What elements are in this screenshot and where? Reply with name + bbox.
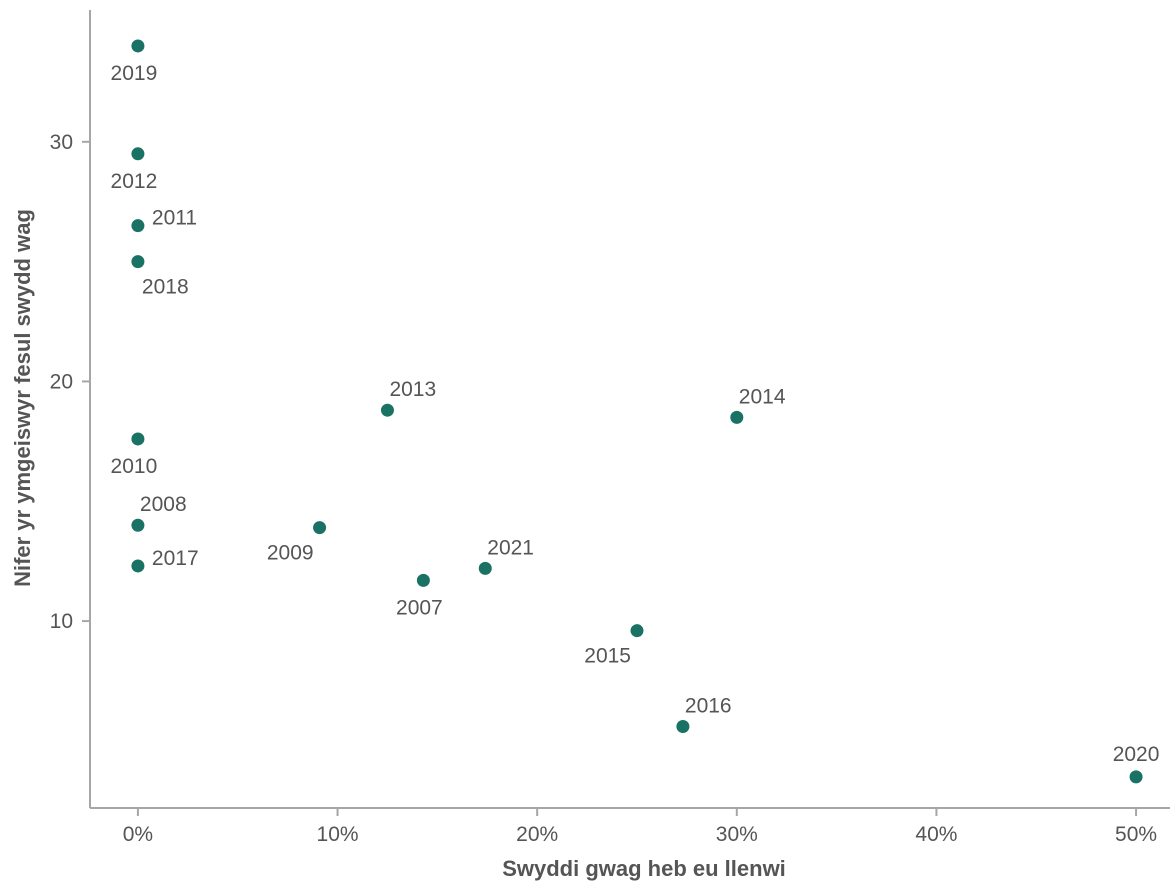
data-point-label-2014: 2014 [739,385,786,408]
x-axis-ticks: 0% 10% 20% 30% 40% 50% [123,808,1157,846]
data-point-2007 [416,573,430,587]
data-point-label-2011: 2011 [152,207,197,230]
data-point-label-2021: 2021 [487,536,534,559]
data-point-label-2017: 2017 [152,547,199,570]
data-point-2010 [131,432,145,446]
data-point-label-2016: 2016 [685,695,732,718]
data-point-label-2020: 2020 [1113,743,1160,766]
data-point-2014 [730,410,744,424]
data-points [131,39,1143,784]
y-tick-label: 20 [50,370,73,393]
data-point-2015 [630,624,644,638]
x-axis-title: Swyddi gwag heb eu llenwi [502,856,786,881]
data-point-label-2008: 2008 [140,493,187,516]
x-tick-label: 40% [915,823,957,846]
data-point-label-2015: 2015 [584,645,631,668]
data-point-2020 [1129,770,1143,784]
data-point-labels: 2007 2008 2009 2010 2011 2012 2013 2014 2015 2016… [111,62,1160,766]
data-point-2021 [478,561,492,575]
data-point-label-2018: 2018 [142,276,189,299]
y-axis-ticks: 10 20 30 [50,131,90,633]
data-point-label-2013: 2013 [389,378,436,401]
y-axis-title: Nifer yr ymgeiswyr fesul swydd wag [10,209,35,587]
axes [89,10,1170,809]
data-point-2019 [131,39,145,53]
data-point-2018 [131,255,145,269]
data-point-2011 [131,219,145,233]
x-tick-label: 20% [516,823,558,846]
data-point-label-2012: 2012 [111,170,158,193]
data-point-2017 [131,559,145,573]
x-tick-label: 50% [1115,823,1157,846]
data-point-label-2019: 2019 [111,62,158,85]
x-tick-label: 30% [716,823,758,846]
y-tick-label: 30 [50,131,73,154]
y-tick-label: 10 [50,610,73,633]
data-point-label-2009: 2009 [267,542,314,565]
data-point-label-2010: 2010 [111,455,158,478]
data-point-2013 [380,403,394,417]
data-point-label-2007: 2007 [396,596,443,619]
data-point-2009 [313,521,327,535]
data-point-2008 [131,518,145,532]
data-point-2012 [131,147,145,161]
data-point-2016 [676,720,690,734]
x-tick-label: 0% [123,823,153,846]
x-tick-label: 10% [317,823,359,846]
